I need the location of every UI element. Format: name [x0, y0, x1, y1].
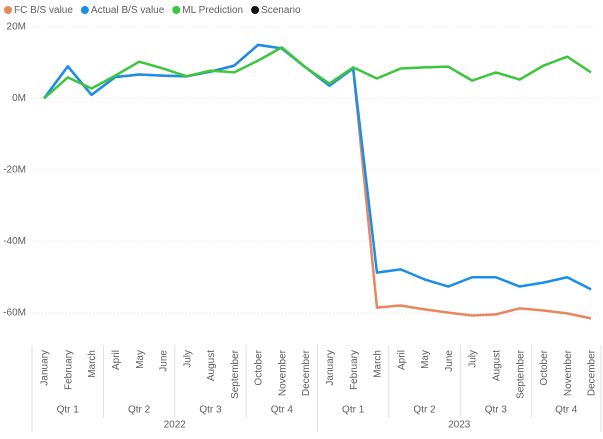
x-tick-label: November: [277, 349, 288, 396]
legend-marker: [80, 6, 89, 14]
x-tick-label: March: [87, 350, 98, 378]
x-tick-label: February: [349, 350, 360, 390]
year-label: 2022: [164, 420, 187, 431]
x-tick-label: April: [396, 350, 407, 370]
y-tick-label: 0M: [12, 93, 26, 104]
y-tick-label: -40M: [3, 236, 26, 247]
quarter-label: Qtr 1: [57, 405, 80, 416]
x-tick-label: October: [254, 349, 265, 385]
y-tick-label: -60M: [3, 308, 26, 319]
x-tick-label: January: [40, 350, 51, 386]
x-tick-label: August: [206, 350, 217, 381]
x-tick-label: February: [63, 350, 74, 390]
x-tick-label: December: [587, 349, 598, 396]
x-tick-label: April: [111, 350, 122, 370]
x-tick-label: September: [515, 349, 526, 399]
year-label: 2023: [448, 420, 471, 431]
series-line: [43, 46, 592, 100]
legend-label: ML Prediction: [182, 5, 243, 16]
x-tick-label: August: [492, 350, 503, 381]
quarter-label: Qtr 4: [271, 405, 294, 416]
x-tick-label: October: [539, 349, 550, 385]
quarter-label: Qtr 2: [413, 405, 436, 416]
series-line: [42, 43, 592, 291]
x-tick-label: June: [444, 350, 455, 372]
x-tick-label: September: [230, 349, 241, 399]
quarter-label: Qtr 1: [342, 405, 365, 416]
x-tick-label: January: [325, 350, 336, 386]
x-tick-label: March: [373, 350, 384, 378]
x-tick-label: July: [182, 350, 193, 368]
x-tick-label: May: [420, 350, 431, 369]
quarter-label: Qtr 4: [555, 405, 578, 416]
legend-marker: [172, 6, 181, 14]
legend-label: Scenario: [261, 5, 301, 16]
quarter-label: Qtr 3: [485, 405, 508, 416]
series-line: [42, 43, 592, 320]
quarter-label: Qtr 3: [199, 405, 222, 416]
legend-label: Actual B/S value: [91, 5, 165, 16]
x-tick-label: May: [135, 350, 146, 369]
x-tick-label: December: [301, 349, 312, 396]
y-tick-label: 20M: [7, 22, 26, 33]
y-tick-label: -20M: [3, 165, 26, 176]
x-tick-label: November: [563, 349, 574, 396]
x-tick-label: June: [159, 350, 170, 372]
quarter-label: Qtr 2: [128, 405, 151, 416]
legend-marker: [4, 6, 12, 14]
legend-label: FC B/S value: [14, 5, 73, 16]
legend-marker: [251, 6, 260, 14]
x-tick-label: July: [468, 350, 479, 368]
